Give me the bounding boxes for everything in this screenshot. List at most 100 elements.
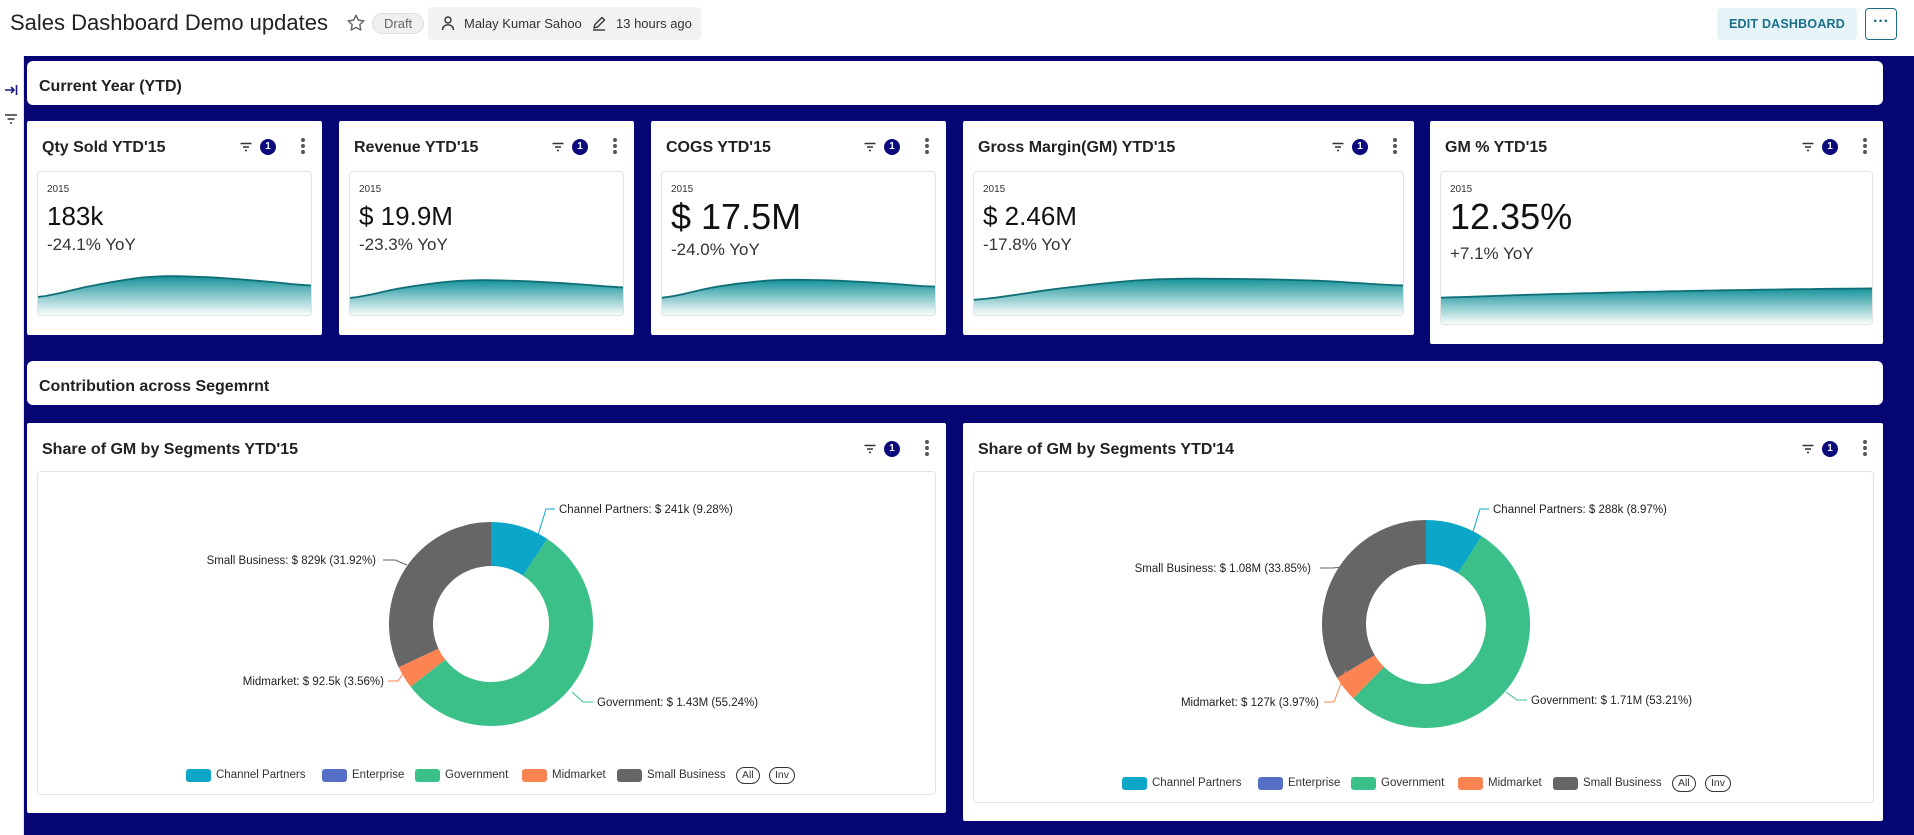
filter-badge[interactable]: 1 (1793, 135, 1843, 159)
kpi-card-qty-sold: Qty Sold YTD'15 1 2015 183k -24.1% YoY (27, 121, 322, 335)
leader-line (1505, 691, 1527, 701)
filter-icon[interactable] (3, 111, 19, 127)
donut-chart: Channel Partners: $ 288k (8.97%) Governm… (1135, 504, 1692, 728)
pie-card-ytd14: Share of GM by Segments YTD'14 1 Channel… (963, 423, 1883, 821)
legend-label: Government (445, 769, 509, 781)
legend-swatch (1351, 777, 1376, 790)
legend-swatch (322, 769, 347, 782)
card-menu-icon[interactable] (1392, 137, 1398, 157)
card-menu-icon[interactable] (1862, 137, 1868, 157)
star-icon[interactable] (345, 12, 367, 34)
expand-panel-icon[interactable] (3, 82, 19, 98)
kpi-yoy: -24.1% YoY (47, 235, 136, 254)
card-title: Qty Sold YTD'15 (42, 139, 166, 156)
filter-count: 1 (1822, 441, 1838, 457)
leader-line (1471, 508, 1489, 536)
sparkline-area (350, 280, 623, 315)
sparkline-area (38, 276, 311, 315)
kpi-card-revenue: Revenue YTD'15 1 2015 $ 19.9M -23.3% YoY (339, 121, 634, 335)
filter-badge[interactable]: 1 (855, 135, 905, 159)
chart-legend: Channel Partners Enterprise Government M… (1122, 775, 1752, 793)
kpi-yoy: +7.1% YoY (1450, 244, 1534, 263)
filter-badge[interactable]: 1 (1323, 135, 1373, 159)
kpi-body: 2015 $ 19.9M -23.3% YoY (349, 171, 624, 316)
legend-label: Channel Partners (1152, 777, 1242, 789)
legend-invert-button[interactable]: Inv (769, 767, 796, 784)
leader-line (1324, 669, 1347, 703)
sparkline-area (974, 278, 1403, 315)
slice-label-channel-partners: Channel Partners: $ 241k (9.28%) (559, 504, 733, 516)
sparkline-area (662, 279, 935, 315)
filter-badge[interactable]: 1 (855, 437, 905, 461)
card-menu-icon[interactable] (1862, 439, 1868, 459)
legend-swatch (617, 769, 642, 782)
slice-channel-partners[interactable] (491, 522, 548, 576)
kpi-year: 2015 (671, 184, 694, 195)
more-options-button[interactable]: ··· (1865, 8, 1897, 40)
filter-icon (864, 444, 876, 454)
legend-swatch (522, 769, 547, 782)
slice-small-business[interactable] (1322, 520, 1426, 679)
card-title: Share of GM by Segments YTD'15 (42, 441, 299, 458)
sparkline-chart (974, 277, 1403, 315)
section-header-ytd: Current Year (YTD) (27, 61, 1883, 105)
kpi-yoy: -23.3% YoY (359, 235, 448, 254)
legend-all-button[interactable]: All (736, 767, 760, 784)
sparkline-area (1441, 288, 1872, 324)
filter-count: 1 (884, 441, 900, 457)
legend-swatch (186, 769, 211, 782)
section-header-contribution: Contribution across Segemrnt (27, 361, 1883, 405)
kpi-year: 2015 (1450, 184, 1473, 195)
legend-label: Midmarket (552, 769, 606, 781)
slice-government[interactable] (410, 538, 594, 726)
legend-swatch (1458, 777, 1483, 790)
slice-midmarket[interactable] (1337, 655, 1384, 699)
sparkline-line (350, 279, 623, 299)
leader-line (537, 508, 555, 536)
legend-swatch (1553, 777, 1578, 790)
pie-chart-area: Channel Partners: $ 241k (9.28%) Governm… (37, 471, 936, 795)
leader-line (388, 664, 410, 682)
kpi-card-gross-margin: Gross Margin(GM) YTD'15 1 2015 $ 2.46M -… (963, 121, 1414, 335)
filter-icon (1802, 142, 1814, 152)
legend-label: Small Business (647, 769, 726, 781)
sparkline-line (38, 275, 311, 298)
kpi-card-cogs: COGS YTD'15 1 2015 $ 17.5M -24.0% YoY (651, 121, 946, 335)
dashboard-canvas: Current Year (YTD) Qty Sold YTD'15 1 201… (24, 56, 1914, 835)
kpi-card-gm-percent: GM % YTD'15 1 2015 12.35% +7.1% YoY (1430, 121, 1883, 344)
kpi-body: 2015 $ 2.46M -17.8% YoY (973, 171, 1404, 316)
sparkline-chart (1441, 287, 1872, 324)
kpi-yoy: -17.8% YoY (983, 235, 1072, 254)
legend-swatch (1122, 777, 1147, 790)
slice-midmarket[interactable] (398, 648, 446, 687)
slice-label-midmarket: Midmarket: $ 92.5k (3.56%) (243, 676, 384, 688)
card-menu-icon[interactable] (924, 137, 930, 157)
legend-all-button[interactable]: All (1672, 775, 1696, 792)
sparkline-line (1441, 287, 1872, 299)
slice-small-business[interactable] (388, 522, 491, 668)
card-title: GM % YTD'15 (1445, 139, 1548, 156)
legend-invert-button[interactable]: Inv (1705, 775, 1732, 792)
slice-channel-partners[interactable] (1426, 520, 1482, 574)
filter-badge[interactable]: 1 (1793, 437, 1843, 461)
legend-label: Channel Partners (216, 769, 306, 781)
edit-dashboard-button[interactable]: EDIT DASHBOARD (1717, 8, 1857, 40)
slice-label-government: Government: $ 1.71M (53.21%) (1531, 695, 1692, 707)
card-menu-icon[interactable] (612, 137, 618, 157)
filter-icon (1332, 142, 1344, 152)
filter-badge[interactable]: 1 (543, 135, 593, 159)
legend-label: Enterprise (352, 769, 405, 781)
chart-legend: Channel Partners Enterprise Government M… (186, 767, 816, 785)
filter-count: 1 (1822, 139, 1838, 155)
kpi-value: $ 19.9M (359, 201, 453, 231)
card-menu-icon[interactable] (300, 137, 306, 157)
filter-badge[interactable]: 1 (231, 135, 281, 159)
card-menu-icon[interactable] (924, 439, 930, 459)
kpi-year: 2015 (983, 184, 1006, 195)
donut-chart: Channel Partners: $ 241k (9.28%) Governm… (207, 504, 758, 726)
leader-line (571, 691, 593, 703)
slice-government[interactable] (1353, 536, 1530, 728)
sparkline-line (974, 277, 1403, 301)
legend-label: Midmarket (1488, 777, 1542, 789)
slice-label-small-business: Small Business: $ 829k (31.92%) (207, 555, 377, 567)
